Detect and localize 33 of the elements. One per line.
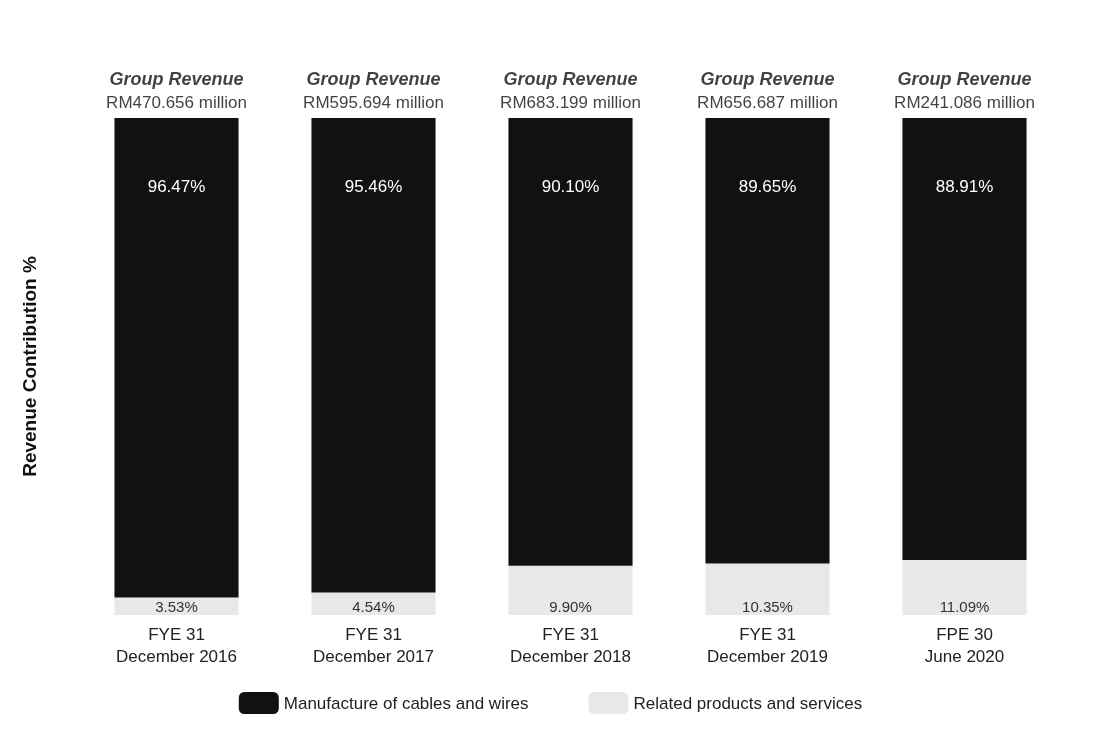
bar: [311, 118, 436, 593]
bar: [508, 118, 633, 566]
y-axis-title: Revenue Contribution %: [19, 256, 40, 477]
bar: [705, 118, 830, 564]
bar: [705, 563, 830, 615]
bar: [114, 118, 239, 598]
data-label: 96.47%: [147, 177, 206, 196]
bar: [902, 118, 1027, 560]
x-tick-label: FPE 30 June 2020: [924, 624, 1005, 666]
x-tick-label: FYE 31 December 2019: [707, 624, 828, 666]
data-label: 11.09%: [939, 598, 990, 615]
total-label: Group Revenue RM470.656 million: [106, 69, 247, 112]
data-label: 89.65%: [738, 177, 797, 196]
total-label: Group Revenue RM595.694 million: [303, 69, 444, 112]
legend-label: Manufacture of cables and wires: [283, 693, 529, 713]
bar: [902, 559, 1027, 615]
bar: [114, 597, 239, 615]
data-label: 90.10%: [541, 177, 600, 196]
data-label: 3.53%: [155, 598, 198, 615]
x-tick-label: FYE 31 December 2017: [313, 624, 434, 666]
legend-label: Related products and services: [633, 693, 863, 713]
data-label: 10.35%: [742, 598, 793, 615]
data-label: 88.91%: [935, 177, 994, 196]
data-label: 95.46%: [344, 177, 403, 196]
data-label: 4.54%: [352, 598, 395, 615]
data-label: 9.90%: [549, 598, 592, 615]
total-label: Group Revenue RM241.086 million: [894, 69, 1035, 112]
x-tick-label: FYE 31 December 2018: [510, 624, 631, 666]
total-label: Group Revenue RM683.199 million: [500, 69, 641, 112]
total-label: Group Revenue RM656.687 million: [697, 69, 838, 112]
bar: [508, 565, 633, 615]
x-tick-label: FYE 31 December 2016: [116, 624, 237, 666]
bar: [311, 592, 436, 615]
